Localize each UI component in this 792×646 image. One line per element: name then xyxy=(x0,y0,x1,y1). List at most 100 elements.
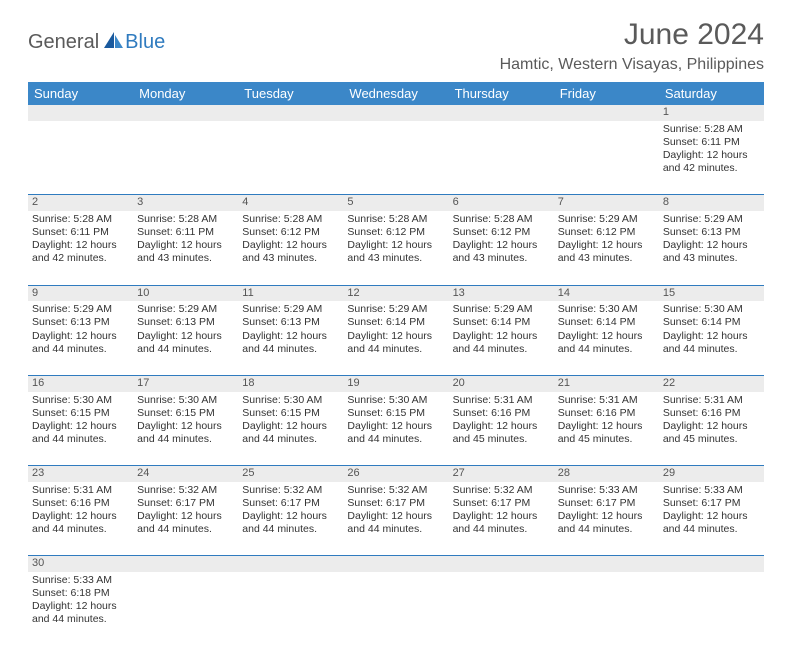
day-cell: Sunrise: 5:29 AMSunset: 6:14 PMDaylight:… xyxy=(343,301,448,375)
sunset-line: Sunset: 6:11 PM xyxy=(663,136,760,149)
empty-day-cell xyxy=(343,121,448,195)
day-number: 10 xyxy=(133,285,238,301)
daylight-line-1: Daylight: 12 hours xyxy=(347,239,444,252)
sunrise-line: Sunrise: 5:29 AM xyxy=(242,303,339,316)
calendar-header-row: SundayMondayTuesdayWednesdayThursdayFrid… xyxy=(28,82,764,105)
calendar-table: SundayMondayTuesdayWednesdayThursdayFrid… xyxy=(28,82,764,646)
daylight-line-1: Daylight: 12 hours xyxy=(453,420,550,433)
sunrise-line: Sunrise: 5:28 AM xyxy=(347,213,444,226)
sunset-line: Sunset: 6:13 PM xyxy=(663,226,760,239)
day-cell: Sunrise: 5:32 AMSunset: 6:17 PMDaylight:… xyxy=(238,482,343,556)
weekday-header: Monday xyxy=(133,82,238,105)
sunrise-line: Sunrise: 5:28 AM xyxy=(32,213,129,226)
day-number: 28 xyxy=(554,466,659,482)
empty-day-cell xyxy=(554,121,659,195)
weekday-header: Friday xyxy=(554,82,659,105)
daylight-line-2: and 44 minutes. xyxy=(32,613,129,626)
daylight-line-1: Daylight: 12 hours xyxy=(453,330,550,343)
daylight-line-2: and 44 minutes. xyxy=(137,523,234,536)
day-number: 19 xyxy=(343,375,448,391)
empty-day-number xyxy=(449,556,554,572)
daylight-line-2: and 43 minutes. xyxy=(558,252,655,265)
day-cell: Sunrise: 5:28 AMSunset: 6:12 PMDaylight:… xyxy=(343,211,448,285)
sunset-line: Sunset: 6:17 PM xyxy=(663,497,760,510)
day-number: 23 xyxy=(28,466,133,482)
day-number: 27 xyxy=(449,466,554,482)
empty-day-cell xyxy=(133,121,238,195)
empty-day-cell xyxy=(659,572,764,646)
day-cell: Sunrise: 5:29 AMSunset: 6:13 PMDaylight:… xyxy=(133,301,238,375)
empty-day-number xyxy=(449,105,554,121)
day-number: 7 xyxy=(554,195,659,211)
daylight-line-1: Daylight: 12 hours xyxy=(32,330,129,343)
day-cell: Sunrise: 5:28 AMSunset: 6:11 PMDaylight:… xyxy=(28,211,133,285)
daylight-line-1: Daylight: 12 hours xyxy=(242,510,339,523)
day-number: 22 xyxy=(659,375,764,391)
daylight-line-2: and 44 minutes. xyxy=(137,433,234,446)
daylight-line-1: Daylight: 12 hours xyxy=(242,239,339,252)
daylight-line-2: and 45 minutes. xyxy=(558,433,655,446)
day-number: 30 xyxy=(28,556,133,572)
empty-day-number xyxy=(28,105,133,121)
empty-day-number xyxy=(554,105,659,121)
daylight-line-1: Daylight: 12 hours xyxy=(137,420,234,433)
weekday-header: Saturday xyxy=(659,82,764,105)
day-cell: Sunrise: 5:31 AMSunset: 6:16 PMDaylight:… xyxy=(28,482,133,556)
day-number: 24 xyxy=(133,466,238,482)
sunset-line: Sunset: 6:15 PM xyxy=(32,407,129,420)
daylight-line-2: and 44 minutes. xyxy=(347,343,444,356)
day-number-row: 30 xyxy=(28,556,764,572)
empty-day-cell xyxy=(133,572,238,646)
sunrise-line: Sunrise: 5:29 AM xyxy=(347,303,444,316)
empty-day-number xyxy=(133,105,238,121)
day-cell: Sunrise: 5:29 AMSunset: 6:13 PMDaylight:… xyxy=(28,301,133,375)
weekday-header: Thursday xyxy=(449,82,554,105)
sunrise-line: Sunrise: 5:31 AM xyxy=(453,394,550,407)
daylight-line-2: and 44 minutes. xyxy=(242,523,339,536)
day-number: 20 xyxy=(449,375,554,391)
daylight-line-2: and 44 minutes. xyxy=(347,523,444,536)
day-content-row: Sunrise: 5:28 AMSunset: 6:11 PMDaylight:… xyxy=(28,211,764,285)
daylight-line-2: and 44 minutes. xyxy=(32,433,129,446)
daylight-line-2: and 44 minutes. xyxy=(663,523,760,536)
day-cell: Sunrise: 5:28 AMSunset: 6:12 PMDaylight:… xyxy=(238,211,343,285)
sunrise-line: Sunrise: 5:29 AM xyxy=(558,213,655,226)
empty-day-number xyxy=(343,105,448,121)
day-cell: Sunrise: 5:29 AMSunset: 6:13 PMDaylight:… xyxy=(238,301,343,375)
day-cell: Sunrise: 5:33 AMSunset: 6:17 PMDaylight:… xyxy=(659,482,764,556)
day-number: 5 xyxy=(343,195,448,211)
day-content-row: Sunrise: 5:28 AMSunset: 6:11 PMDaylight:… xyxy=(28,121,764,195)
day-number: 17 xyxy=(133,375,238,391)
daylight-line-1: Daylight: 12 hours xyxy=(558,239,655,252)
day-cell: Sunrise: 5:28 AMSunset: 6:11 PMDaylight:… xyxy=(133,211,238,285)
empty-day-cell xyxy=(238,572,343,646)
empty-day-number xyxy=(133,556,238,572)
daylight-line-1: Daylight: 12 hours xyxy=(453,239,550,252)
daylight-line-1: Daylight: 12 hours xyxy=(663,239,760,252)
daylight-line-1: Daylight: 12 hours xyxy=(242,420,339,433)
day-number: 6 xyxy=(449,195,554,211)
daylight-line-1: Daylight: 12 hours xyxy=(558,420,655,433)
sunset-line: Sunset: 6:12 PM xyxy=(242,226,339,239)
daylight-line-2: and 44 minutes. xyxy=(347,433,444,446)
sunset-line: Sunset: 6:14 PM xyxy=(558,316,655,329)
sunset-line: Sunset: 6:14 PM xyxy=(453,316,550,329)
day-cell: Sunrise: 5:30 AMSunset: 6:14 PMDaylight:… xyxy=(554,301,659,375)
day-number: 25 xyxy=(238,466,343,482)
daylight-line-2: and 43 minutes. xyxy=(137,252,234,265)
sunset-line: Sunset: 6:18 PM xyxy=(32,587,129,600)
day-number: 11 xyxy=(238,285,343,301)
daylight-line-2: and 43 minutes. xyxy=(663,252,760,265)
sunrise-line: Sunrise: 5:29 AM xyxy=(137,303,234,316)
weekday-header: Sunday xyxy=(28,82,133,105)
brand-logo: General Blue xyxy=(28,18,165,55)
daylight-line-2: and 44 minutes. xyxy=(663,343,760,356)
day-number: 16 xyxy=(28,375,133,391)
sunset-line: Sunset: 6:15 PM xyxy=(242,407,339,420)
daylight-line-1: Daylight: 12 hours xyxy=(558,330,655,343)
weekday-header: Tuesday xyxy=(238,82,343,105)
day-number-row: 9101112131415 xyxy=(28,285,764,301)
empty-day-number xyxy=(343,556,448,572)
day-cell: Sunrise: 5:31 AMSunset: 6:16 PMDaylight:… xyxy=(659,392,764,466)
empty-day-number xyxy=(238,556,343,572)
